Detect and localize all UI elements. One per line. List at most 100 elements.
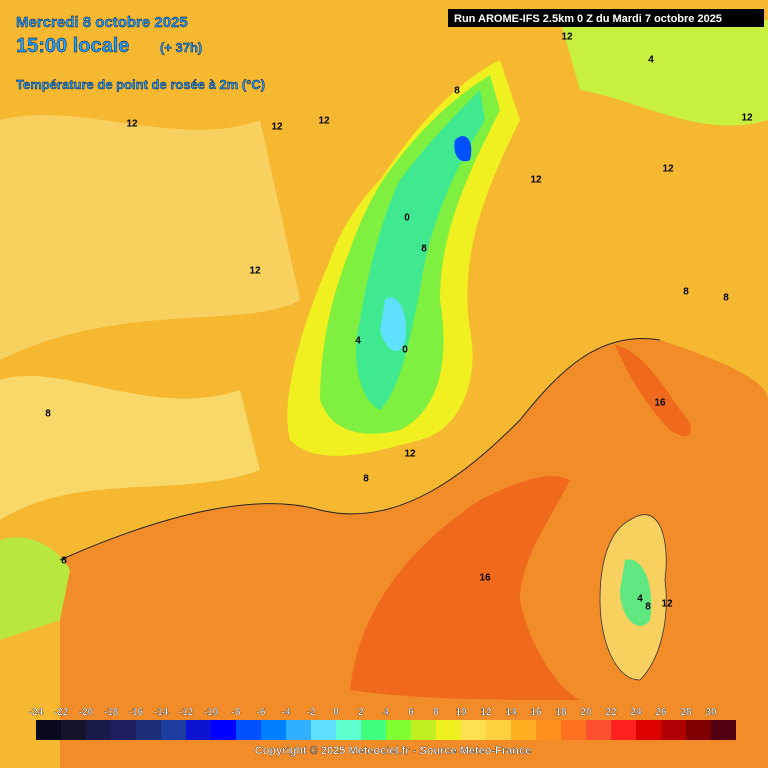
colorbar-label: 12 xyxy=(480,707,492,718)
colorbar-label: 20 xyxy=(580,707,592,718)
contour-label: 4 xyxy=(355,336,361,347)
colorbar-label: -12 xyxy=(179,707,194,718)
colorbar-swatch xyxy=(61,720,86,740)
colorbar-swatch xyxy=(86,720,111,740)
sea-warm xyxy=(350,476,580,700)
colorbar-label: 0 xyxy=(333,707,339,718)
colorbar-label: -22 xyxy=(54,707,69,718)
land-green xyxy=(560,20,768,126)
parameter: Température de point de rosée à 2m (°C) xyxy=(16,77,265,92)
colorbar-swatch xyxy=(561,720,586,740)
colorbar-label: -8 xyxy=(232,707,241,718)
copyright: Copyright © 2025 Meteociel.fr - Source M… xyxy=(255,745,531,757)
colorbar-swatch xyxy=(136,720,161,740)
colorbar-swatch xyxy=(486,720,511,740)
colorbar-label: -18 xyxy=(104,707,119,718)
contour-label: 0 xyxy=(404,213,410,224)
corsica-green xyxy=(620,559,652,626)
colorbar-swatch xyxy=(161,720,186,740)
alps-cold xyxy=(380,297,406,351)
colorbar-swatch xyxy=(536,720,561,740)
colorbar-label: 24 xyxy=(630,707,642,718)
forecast-date: Mercredi 8 octobre 2025 xyxy=(16,14,188,31)
colorbar-swatch xyxy=(211,720,236,740)
run-info: Run AROME-IFS 2.5km 0 Z du Mardi 7 octob… xyxy=(454,13,722,25)
sea-warm xyxy=(615,345,691,437)
contour-label: 8 xyxy=(645,602,651,613)
contour-label: 12 xyxy=(249,266,261,277)
colorbar-swatch xyxy=(461,720,486,740)
colorbar-swatch xyxy=(661,720,686,740)
colorbar-swatch xyxy=(111,720,136,740)
contour-label: 8 xyxy=(454,86,460,97)
contour-label: 12 xyxy=(741,113,753,124)
colorbar-label: -10 xyxy=(204,707,219,718)
colorbar-label: -6 xyxy=(257,707,266,718)
colorbar-label: 10 xyxy=(455,707,467,718)
colorbar-label: 16 xyxy=(530,707,542,718)
contour-label: 12 xyxy=(404,449,416,460)
colorbar-swatch xyxy=(436,720,461,740)
colorbar-swatch xyxy=(586,720,611,740)
colorbar-label: 2 xyxy=(358,707,364,718)
colorbar-label: 18 xyxy=(555,707,567,718)
pyrenees xyxy=(0,537,70,640)
colorbar-swatch xyxy=(261,720,286,740)
contour-label: 12 xyxy=(271,122,283,133)
colorbar-swatch xyxy=(386,720,411,740)
contour-label: 16 xyxy=(479,573,491,584)
colorbar-swatch xyxy=(236,720,261,740)
colorbar-label: 26 xyxy=(655,707,667,718)
colorbar-swatch xyxy=(311,720,336,740)
colorbar-swatch xyxy=(336,720,361,740)
colorbar-label: -16 xyxy=(129,707,144,718)
contour-label: 12 xyxy=(561,32,573,43)
colorbar-label: 30 xyxy=(705,707,717,718)
contour-label: 4 xyxy=(637,594,643,605)
contour-label: 8 xyxy=(45,409,51,420)
colorbar-swatch xyxy=(361,720,386,740)
contour-label: 8 xyxy=(61,556,67,567)
contour-label: 4 xyxy=(648,55,654,66)
colorbar-swatch xyxy=(186,720,211,740)
contour-label: 8 xyxy=(363,474,369,485)
coastline xyxy=(59,338,661,561)
contour-labels: 12 12 12 12 12 8 16 16 12 8 8 4 0 0 8 12… xyxy=(45,32,753,613)
colorbar-label: 14 xyxy=(505,707,517,718)
colorbar-label: 8 xyxy=(433,707,439,718)
colorbar-label: -2 xyxy=(307,707,316,718)
sea xyxy=(60,338,768,768)
run-box xyxy=(448,9,764,27)
colorbar-label: 22 xyxy=(605,707,617,718)
colorbar-swatch xyxy=(711,720,736,740)
colorbar-swatch xyxy=(636,720,661,740)
forecast-time: 15:00 locale xyxy=(16,35,129,57)
colorbar-swatch xyxy=(411,720,436,740)
contour-label: 12 xyxy=(661,599,673,610)
contour-label: 8 xyxy=(723,293,729,304)
colorbar-label: 4 xyxy=(383,707,389,718)
colorbar-label: -24 xyxy=(29,707,44,718)
colorbar: -24 -22 -20 -18 -16 -14 -12 -10 -8 -6 -4 -2 0 2 4 6 8 10 1… xyxy=(29,707,736,740)
contour-label: 12 xyxy=(662,164,674,175)
colorbar-swatch xyxy=(686,720,711,740)
contour-label: 8 xyxy=(683,287,689,298)
colorbar-label: -20 xyxy=(79,707,94,718)
colorbar-swatch xyxy=(286,720,311,740)
lead-time: (+ 37h) xyxy=(160,40,202,55)
colorbar-swatch xyxy=(511,720,536,740)
contour-label: 16 xyxy=(654,398,666,409)
land-light xyxy=(0,375,260,520)
contour-label: 0 xyxy=(402,345,408,356)
contour-label: 8 xyxy=(421,244,427,255)
colorbar-label: -4 xyxy=(282,707,291,718)
colorbar-swatch xyxy=(36,720,61,740)
alps-cold xyxy=(454,136,472,162)
contour-label: 12 xyxy=(126,119,138,130)
colorbar-label: 28 xyxy=(680,707,692,718)
colorbar-label: -14 xyxy=(154,707,169,718)
contour-label: 12 xyxy=(530,175,542,186)
contour-label: 12 xyxy=(318,116,330,127)
colorbar-label: 6 xyxy=(408,707,414,718)
